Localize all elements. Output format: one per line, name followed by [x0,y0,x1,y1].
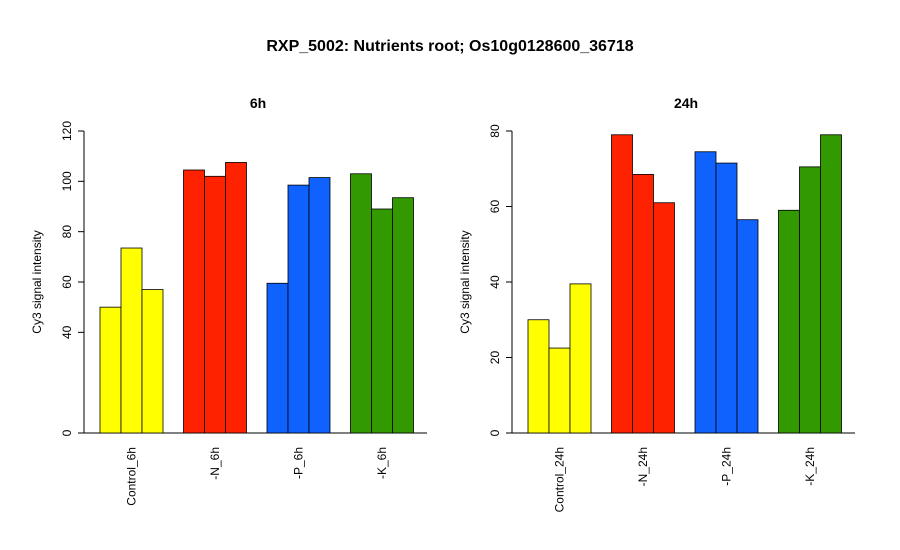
bar-0-2-1 [287,184,310,434]
y-tick-label-1-4: 80 [488,124,502,138]
y-tick-label-1-3: 60 [488,200,502,214]
bar-0-3-2 [392,197,414,434]
panel-title-0: 6h [250,95,266,111]
category-label-1-2: -P_24h [720,447,734,486]
bar-0-0-0 [99,306,122,434]
bar-1-0-2 [569,283,592,434]
bar-1-3-1 [799,166,821,434]
category-label-0-0: Control_6h [125,447,139,506]
bar-1-2-2 [736,219,759,434]
main-title: RXP_5002: Nutrients root; Os10g0128600_3… [266,38,634,55]
bar-1-1-1 [632,174,654,434]
bar-1-1-0 [611,134,633,434]
bar-0-0-2 [141,289,164,434]
y-tick-label-0-1: 40 [60,325,74,339]
bar-1-0-1 [548,347,571,434]
y-tick-label-0-0: 0 [60,429,74,436]
bar-0-2-2 [308,177,331,434]
category-label-0-1: -N_6h [208,447,222,480]
y-axis-label-1: Cy3 signal intensity [458,230,472,333]
bar-0-3-0 [350,173,372,434]
y-tick-label-1-2: 40 [488,275,502,289]
bar-1-3-0 [778,209,800,434]
y-axis-label-0: Cy3 signal intensity [30,230,44,333]
bar-0-3-1 [371,208,393,434]
panel-title-1: 24h [674,95,698,111]
bar-1-3-2 [820,134,842,434]
category-label-0-3: -K_6h [375,447,389,479]
y-tick-label-0-4: 100 [60,171,74,191]
y-tick-label-1-0: 0 [488,429,502,436]
y-tick-label-0-2: 60 [60,275,74,289]
bar-0-0-1 [120,247,143,434]
bar-0-1-2 [225,162,247,434]
y-tick-label-0-5: 120 [60,121,74,141]
bar-1-2-0 [694,151,717,434]
y-tick-label-0-3: 80 [60,225,74,239]
y-tick-label-1-1: 20 [488,351,502,365]
bar-0-1-0 [183,169,205,434]
bar-1-0-0 [527,319,550,434]
bar-1-2-1 [715,162,738,434]
bar-1-1-2 [653,202,675,434]
category-label-0-2: -P_6h [292,447,306,479]
category-label-1-1: -N_24h [636,447,650,486]
category-label-1-3: -K_24h [803,447,817,486]
category-label-1-0: Control_24h [553,447,567,512]
bar-0-1-1 [204,175,226,434]
bar-0-2-0 [266,282,289,434]
